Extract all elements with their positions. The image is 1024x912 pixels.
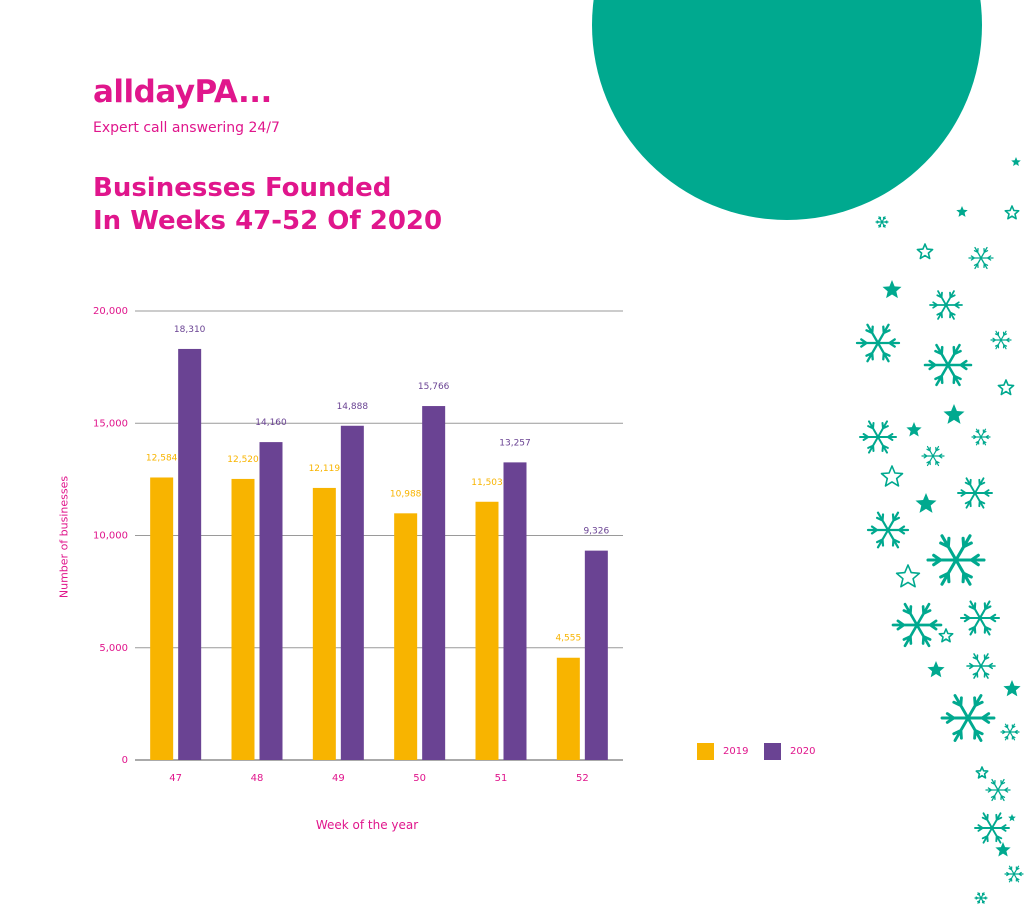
star-icon (1003, 680, 1021, 697)
data-label: 14,888 (337, 402, 369, 412)
x-tick-label: 52 (576, 773, 589, 784)
snowflake-icon (923, 343, 973, 387)
snowflake-icon (940, 694, 996, 742)
star-icon (938, 628, 954, 643)
y-tick-label: 15,000 (93, 418, 128, 429)
x-tick-label: 49 (332, 773, 345, 784)
x-tick-label: 48 (251, 773, 264, 784)
star-icon (1008, 814, 1016, 822)
star-icon (1004, 205, 1020, 220)
y-tick-label: 0 (122, 755, 128, 766)
data-label: 12,584 (146, 453, 178, 463)
legend-item-2019: 2019 (697, 743, 748, 760)
data-label: 12,119 (309, 464, 341, 474)
snowflake-icon (926, 534, 986, 586)
x-tick-label: 50 (413, 773, 426, 784)
snowflake-icon (859, 420, 897, 454)
snowflake-icon (974, 812, 1010, 844)
bar-2020-week-49 (340, 425, 364, 760)
y-axis-label: Number of businesses (57, 475, 71, 599)
bar-2019-week-52 (556, 657, 580, 760)
snowflake-icon (875, 216, 889, 228)
legend-swatch-2019 (697, 743, 714, 760)
snowflake-icon (990, 330, 1012, 350)
star-icon (916, 243, 934, 260)
snowflake-icon (971, 428, 991, 446)
bar-2020-week-51 (503, 462, 527, 760)
snowflake-icon (929, 290, 963, 320)
snowflake-icon (968, 246, 994, 270)
snowflake-icon (1004, 865, 1024, 883)
x-tick-label: 47 (169, 773, 182, 784)
star-icon (927, 661, 945, 678)
brand-logo: alldayPA... (93, 74, 272, 110)
data-label: 13,257 (499, 438, 531, 448)
star-icon (1011, 157, 1021, 166)
legend-item-2020: 2020 (764, 743, 815, 760)
bar-2020-week-52 (584, 550, 608, 760)
data-label: 4,555 (555, 634, 581, 644)
data-label: 18,310 (174, 325, 206, 335)
bar-2019-week-48 (231, 478, 255, 760)
chart-title-line-2: In Weeks 47-52 Of 2020 (93, 206, 443, 236)
y-tick-label: 20,000 (93, 306, 128, 317)
data-label: 15,766 (418, 382, 450, 392)
data-label: 14,160 (255, 418, 287, 428)
x-axis-label: Week of the year (315, 818, 419, 832)
snowflake-icon (866, 511, 910, 549)
chart-title: Businesses Founded In Weeks 47-52 Of 202… (93, 172, 442, 238)
star-icon (906, 422, 922, 437)
snowflake-icon (1000, 723, 1020, 741)
bar-chart: 0 5,000 10,000 15,000 20,000 12,584 18,310 47 12… (93, 306, 623, 784)
bar-2019-week-49 (312, 487, 336, 760)
data-label: 11,503 (471, 478, 503, 488)
legend-swatch-2020 (764, 743, 781, 760)
snowflake-icon (957, 477, 993, 509)
bar-2020-week-50 (422, 406, 446, 760)
star-icon (956, 206, 968, 217)
snowflake-icon (985, 778, 1011, 802)
star-icon (882, 280, 902, 299)
bar-2019-week-47 (150, 477, 174, 760)
bar-2019-week-50 (394, 513, 418, 760)
snowflake-icon (891, 602, 943, 648)
chart-title-line-1: Businesses Founded (93, 173, 392, 203)
data-label: 9,326 (583, 527, 609, 537)
star-icon (895, 564, 921, 588)
star-icon (975, 766, 989, 779)
data-label: 12,520 (227, 455, 259, 465)
y-tick-label: 10,000 (93, 531, 128, 542)
snowflake-icon (959, 600, 1001, 636)
bar-2020-week-47 (178, 348, 202, 760)
data-label: 10,988 (390, 489, 422, 499)
snowflake-icon (974, 892, 988, 904)
bar-2019-week-51 (475, 501, 499, 760)
star-icon (915, 493, 937, 513)
brand-tagline: Expert call answering 24/7 (93, 120, 280, 136)
legend-label-2020: 2020 (790, 746, 816, 757)
x-tick-label: 51 (495, 773, 508, 784)
snowflake-icon (921, 445, 945, 467)
star-icon (995, 842, 1011, 857)
star-icon (943, 404, 965, 424)
snowflake-decoration (855, 157, 1024, 904)
star-icon (880, 465, 904, 487)
legend-label-2019: 2019 (723, 746, 749, 757)
y-tick-label: 5,000 (99, 643, 128, 654)
snowflake-icon (966, 653, 996, 679)
bar-2020-week-48 (259, 442, 283, 760)
star-icon (997, 379, 1015, 396)
snowflake-icon (855, 323, 901, 363)
